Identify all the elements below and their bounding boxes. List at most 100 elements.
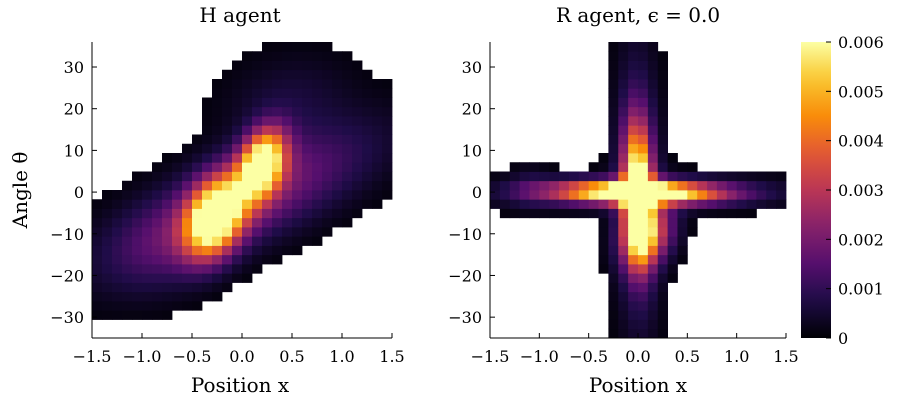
heatmap-cell <box>132 282 143 293</box>
heatmap-cell <box>212 291 223 302</box>
heatmap-cell <box>222 106 233 117</box>
heatmap-cell <box>618 97 629 108</box>
heatmap-cell <box>142 273 153 283</box>
x-tick-label: −1.5 <box>471 347 510 366</box>
heatmap-cell <box>638 282 649 293</box>
heatmap-cell <box>142 245 153 256</box>
heatmap-cell <box>628 319 639 330</box>
heatmap-cell <box>628 282 639 293</box>
heatmap-cell <box>332 116 343 126</box>
heatmap-cell <box>292 236 303 246</box>
heatmap-cell <box>212 171 223 182</box>
heatmap-cell <box>162 245 173 256</box>
heatmap-cell <box>598 245 609 256</box>
heatmap-cell <box>628 125 639 135</box>
heatmap-cell <box>192 301 203 311</box>
heatmap-cell <box>162 180 173 191</box>
heatmap-cell <box>282 245 293 256</box>
heatmap-cell <box>112 264 123 274</box>
heatmap-cell <box>352 171 363 182</box>
heatmap-cell <box>608 106 619 117</box>
heatmap-cell <box>262 125 273 135</box>
heatmap-cell <box>499 208 511 219</box>
heatmap-cell <box>667 245 678 256</box>
heatmap-cell <box>122 227 133 237</box>
heatmap-cell <box>647 245 659 256</box>
heatmap-cell <box>647 190 659 200</box>
heatmap-cell <box>262 60 273 71</box>
heatmap-cell <box>519 208 530 219</box>
heatmap-cell <box>647 301 659 311</box>
heatmap-cell <box>242 180 253 191</box>
heatmap-cell <box>282 79 293 89</box>
heatmap-cell <box>588 171 599 182</box>
heatmap-cell <box>262 171 273 182</box>
heatmap-cell <box>262 254 273 265</box>
heatmap-cell <box>242 60 253 71</box>
heatmap-cell <box>372 106 383 117</box>
heatmap-cell <box>242 106 253 117</box>
heatmap-cell <box>707 190 718 200</box>
heatmap-cell <box>608 328 619 339</box>
panel-title: R agent, ϵ = 0.0 <box>556 3 720 27</box>
heatmap-cell <box>657 264 668 274</box>
heatmap-cell <box>647 60 659 71</box>
colorbar-tick-label: 0.004 <box>838 132 884 151</box>
heatmap-cell <box>342 180 353 191</box>
heatmap-cell <box>222 97 233 108</box>
heatmap-cell <box>657 328 668 339</box>
heatmap-cell <box>667 199 678 209</box>
heatmap-cell <box>647 143 659 154</box>
heatmap-cell <box>608 153 619 163</box>
heatmap-cell <box>172 162 183 172</box>
heatmap-cell <box>122 180 133 191</box>
heatmap-cell <box>549 208 560 219</box>
x-ticks: −1.5 −1.0 −0.5 0.0 0.5 1.0 1.5 <box>73 333 405 366</box>
heatmap-cell <box>756 180 767 191</box>
heatmap-cell <box>302 106 313 117</box>
x-tick-label: 1.0 <box>329 347 354 366</box>
heatmap-cell <box>132 227 143 237</box>
heatmap-cell <box>628 190 639 200</box>
heatmap-cell <box>132 217 143 228</box>
heatmap-cell <box>232 190 243 200</box>
heatmap-cell <box>172 180 183 191</box>
heatmap-cell <box>102 254 113 265</box>
heatmap-cell <box>342 116 353 126</box>
y-tick-label: −30 <box>448 308 482 327</box>
heatmap-cell <box>312 69 323 80</box>
heatmap-cell <box>726 208 738 219</box>
heatmap-cell <box>372 125 383 135</box>
heatmap-cell <box>667 208 678 219</box>
heatmap-cell <box>172 227 183 237</box>
y-tick-label: −20 <box>448 266 482 285</box>
heatmap-cell <box>736 190 747 200</box>
heatmap-cell <box>628 51 639 61</box>
heatmap-panel-r-agent: R agent, ϵ = 0.0 −1.5 −1.0 −0.5 0.0 0.5 1.0 1.… <box>448 3 798 397</box>
heatmap-cell <box>242 245 253 256</box>
heatmap-cell <box>152 171 163 182</box>
heatmap-cell <box>588 162 599 172</box>
heatmap-cell <box>499 190 511 200</box>
heatmap-cell <box>618 69 629 80</box>
heatmap-cell <box>152 217 163 228</box>
heatmap-cell <box>687 171 698 182</box>
heatmap-cell <box>312 208 323 219</box>
heatmap-cell <box>162 301 173 311</box>
heatmap-cell <box>628 254 639 265</box>
heatmap-cell <box>142 236 153 246</box>
heatmap-cell <box>352 190 363 200</box>
heatmap-cell <box>292 116 303 126</box>
heatmap-cell <box>519 180 530 191</box>
heatmap-cell <box>242 190 253 200</box>
x-tick-label: −0.5 <box>569 347 608 366</box>
heatmap-cell <box>578 180 590 191</box>
heatmap-cell <box>122 301 133 311</box>
heatmap-cell <box>222 143 233 154</box>
heatmap-cell <box>302 125 313 135</box>
heatmap-cell <box>638 134 649 145</box>
heatmap-cell <box>618 273 629 283</box>
heatmap-cell <box>132 273 143 283</box>
heatmap-cell <box>242 254 253 265</box>
heatmap-cell <box>382 125 393 135</box>
